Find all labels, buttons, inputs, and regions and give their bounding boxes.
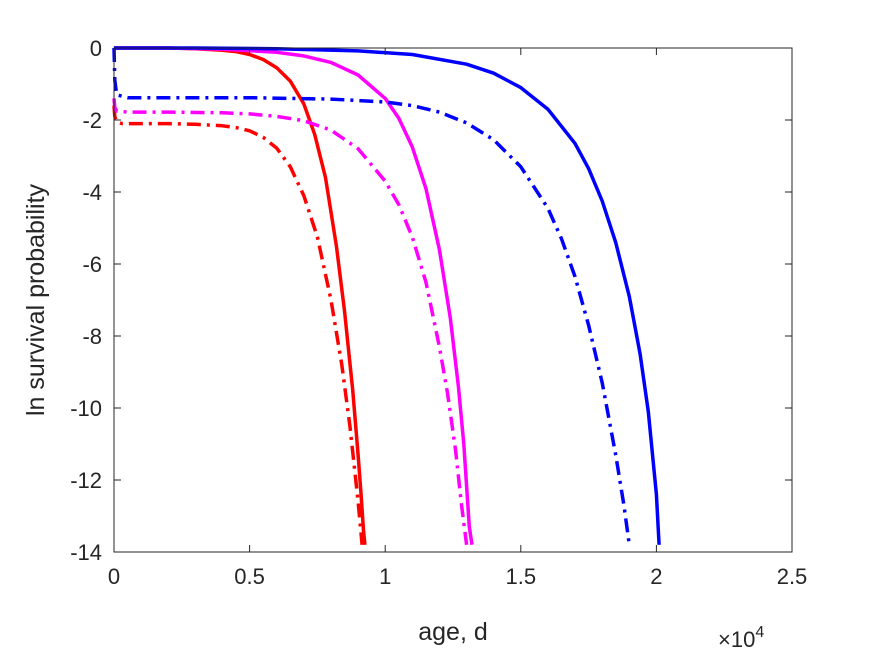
x-tick-label: 2: [650, 564, 662, 589]
x-tick-label: 1.5: [506, 564, 537, 589]
y-tick-label: -6: [82, 252, 102, 277]
y-tick-label: -4: [82, 180, 102, 205]
y-tick-label: -14: [70, 540, 102, 565]
y-axis-label: ln survival probability: [22, 183, 50, 416]
y-tick-label: -12: [70, 468, 102, 493]
plot-background: [114, 48, 792, 552]
y-tick-label: 0: [90, 36, 102, 61]
series-line-6: [112, 47, 632, 546]
y-tick-label: -10: [70, 396, 102, 421]
series-line-2: [114, 46, 474, 546]
y-tick-label: -8: [82, 324, 102, 349]
x-axis-exponent-base: ×10: [718, 627, 755, 652]
plot-frame: [113, 47, 793, 553]
x-tick-label: 2.5: [777, 564, 808, 589]
series-line-5: [112, 98, 469, 546]
x-tick-label: 0: [108, 564, 120, 589]
x-axis-exponent: ×104: [718, 624, 764, 652]
x-axis-label: age, d: [418, 618, 488, 646]
y-tick-label: -2: [82, 108, 102, 133]
x-tick-label: 0.5: [234, 564, 265, 589]
series-line-4: [112, 105, 364, 545]
series-layer: [112, 46, 661, 546]
series-line-3: [114, 46, 661, 545]
x-tick-label: 1: [379, 564, 391, 589]
tick-layer: 0 0.5 1 1.5 2 2.5 0 -2 -4 -6 -8 -10 -12 -14: [70, 36, 807, 589]
x-axis-exponent-power: 4: [755, 624, 764, 641]
